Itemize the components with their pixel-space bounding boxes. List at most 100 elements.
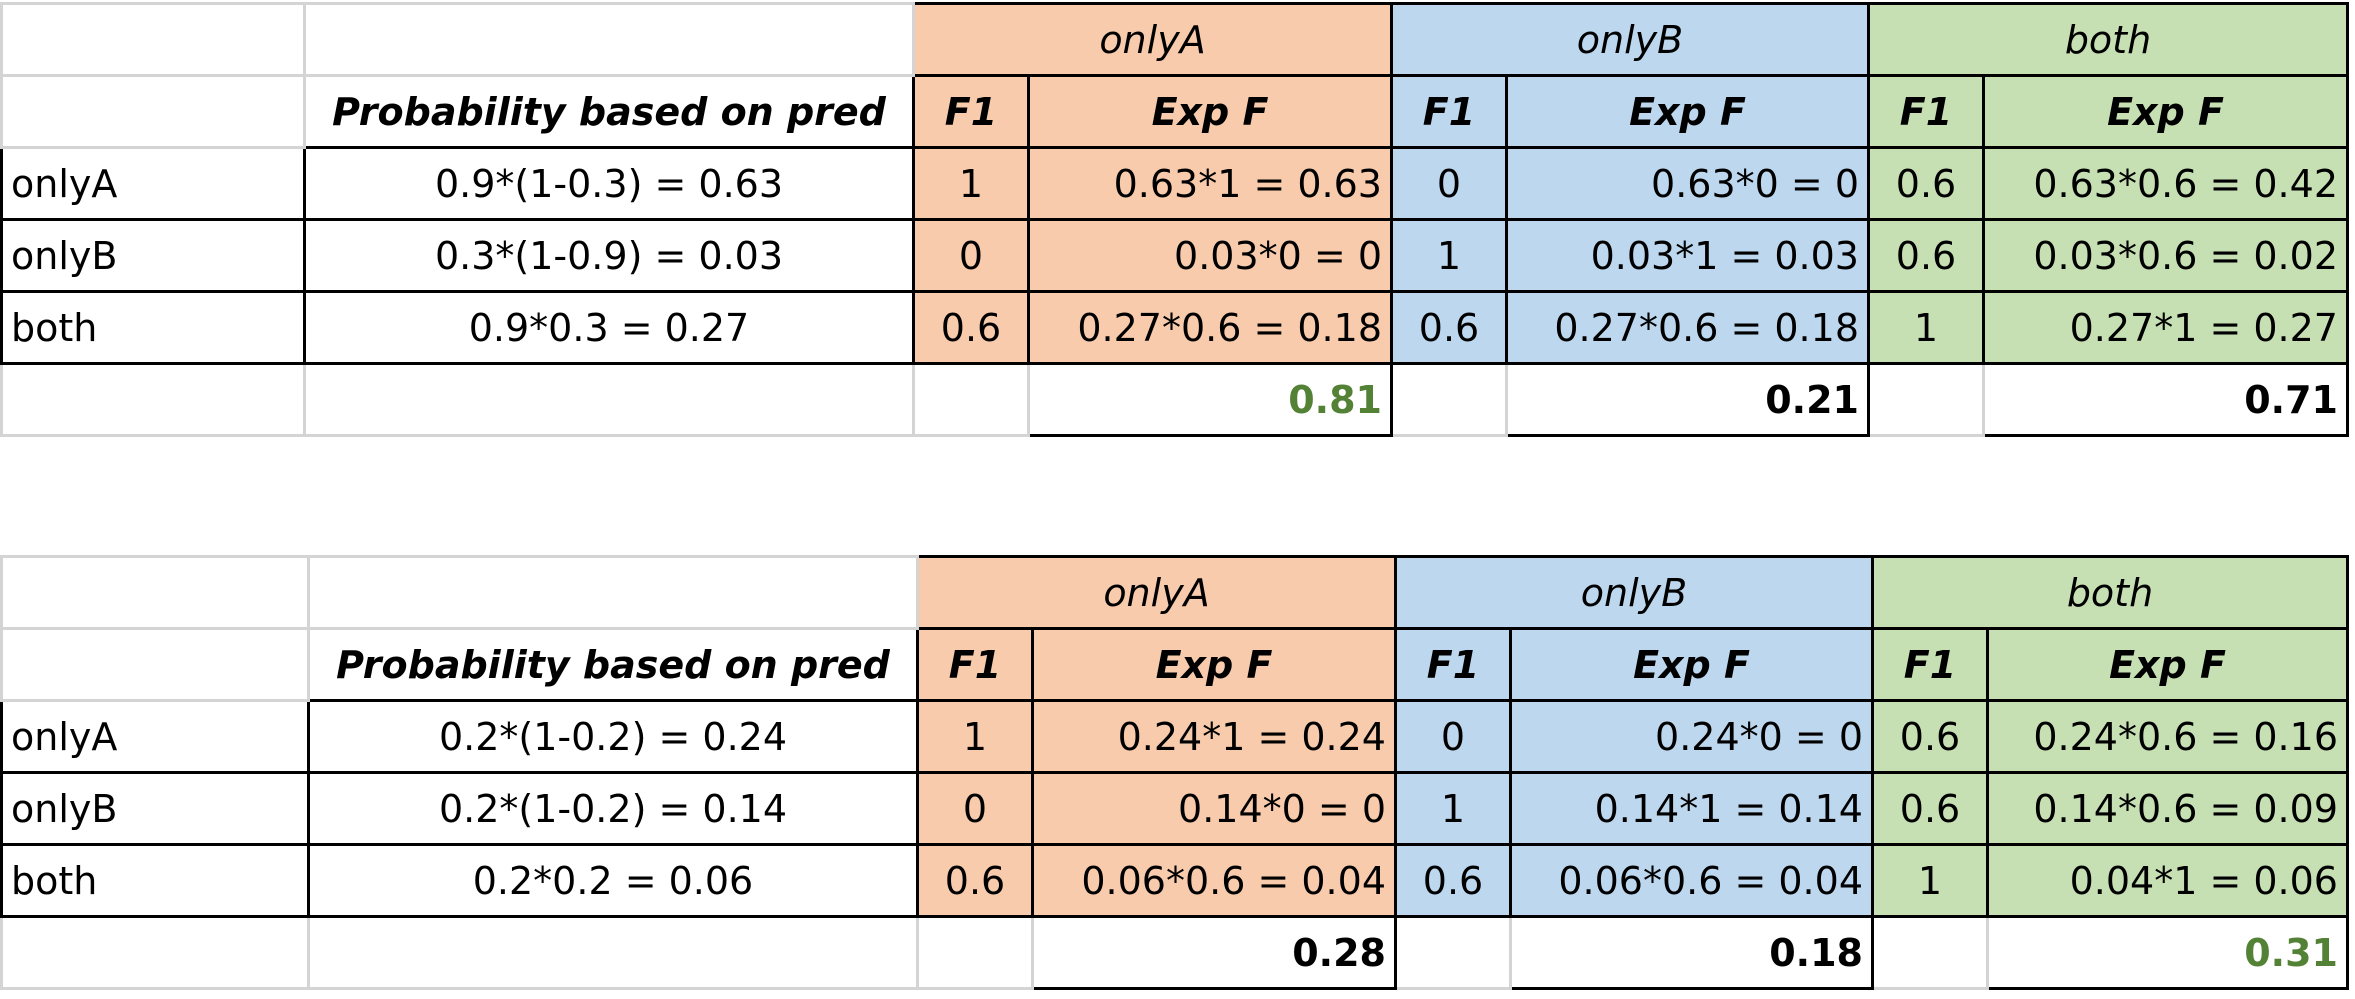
table-row: both 0.2*0.2 = 0.06 0.6 0.06*0.6 = 0.04 … xyxy=(0,843,2349,918)
f1-cell[interactable]: 0 xyxy=(912,218,1030,293)
f1-cell[interactable]: 1 xyxy=(916,699,1034,774)
f1-header-onlyA[interactable]: F1 xyxy=(916,627,1034,702)
f1-header-onlyB[interactable]: F1 xyxy=(1394,627,1512,702)
table-row: both 0.9*0.3 = 0.27 0.6 0.27*0.6 = 0.18 … xyxy=(0,290,2349,365)
f1-cell[interactable]: 1 xyxy=(1390,218,1508,293)
empty-cell[interactable] xyxy=(303,362,915,437)
expf-cell[interactable]: 0.14*1 = 0.14 xyxy=(1509,771,1874,846)
empty-cell[interactable] xyxy=(1390,362,1508,437)
f1-cell[interactable]: 0.6 xyxy=(1394,843,1512,918)
f1-cell[interactable]: 1 xyxy=(1871,843,1989,918)
empty-cell[interactable] xyxy=(0,555,310,630)
group-header-both[interactable]: both xyxy=(1871,555,2349,630)
expf-cell[interactable]: 0.14*0 = 0 xyxy=(1031,771,1397,846)
group-header-onlyA[interactable]: onlyA xyxy=(916,555,1397,630)
f1-cell[interactable]: 1 xyxy=(912,146,1030,221)
expf-header-both[interactable]: Exp F xyxy=(1982,74,2349,149)
empty-cell[interactable] xyxy=(916,915,1034,990)
table-row: onlyA 0.2*(1-0.2) = 0.24 1 0.24*1 = 0.24… xyxy=(0,699,2349,774)
table-row: onlyA 0.9*(1-0.3) = 0.63 1 0.63*1 = 0.63… xyxy=(0,146,2349,221)
f1-cell[interactable]: 0 xyxy=(1394,699,1512,774)
f1-cell[interactable]: 0 xyxy=(916,771,1034,846)
expf-cell[interactable]: 0.04*1 = 0.06 xyxy=(1986,843,2349,918)
expf-header-both[interactable]: Exp F xyxy=(1986,627,2349,702)
empty-cell[interactable] xyxy=(1867,362,1985,437)
expf-header-onlyA[interactable]: Exp F xyxy=(1031,627,1397,702)
prob-cell[interactable]: 0.2*(1-0.2) = 0.14 xyxy=(307,771,919,846)
row-label[interactable]: both xyxy=(0,290,306,365)
f1-header-onlyB[interactable]: F1 xyxy=(1390,74,1508,149)
f1-cell[interactable]: 0.6 xyxy=(1390,290,1508,365)
group-header-onlyB[interactable]: onlyB xyxy=(1390,2,1870,77)
f1-header-both[interactable]: F1 xyxy=(1871,627,1989,702)
f1-cell[interactable]: 0.6 xyxy=(912,290,1030,365)
group-header-onlyB[interactable]: onlyB xyxy=(1394,555,1874,630)
expf-header-onlyB[interactable]: Exp F xyxy=(1505,74,1870,149)
group-header-onlyA[interactable]: onlyA xyxy=(912,2,1393,77)
totals-row: 0.81 0.21 0.71 xyxy=(0,362,2349,437)
total-onlyA[interactable]: 0.28 xyxy=(1031,915,1397,990)
empty-cell[interactable] xyxy=(307,915,919,990)
row-label[interactable]: onlyB xyxy=(0,771,310,846)
expf-cell[interactable]: 0.63*1 = 0.63 xyxy=(1027,146,1393,221)
row-label[interactable]: onlyA xyxy=(0,146,306,221)
row-label[interactable]: onlyB xyxy=(0,218,306,293)
expf-cell[interactable]: 0.63*0 = 0 xyxy=(1505,146,1870,221)
expf-cell[interactable]: 0.03*1 = 0.03 xyxy=(1505,218,1870,293)
f1-cell[interactable]: 0.6 xyxy=(916,843,1034,918)
empty-cell[interactable] xyxy=(0,362,306,437)
prob-header[interactable]: Probability based on pred xyxy=(307,627,919,702)
f1-header-both[interactable]: F1 xyxy=(1867,74,1985,149)
expf-cell[interactable]: 0.63*0.6 = 0.42 xyxy=(1982,146,2349,221)
total-onlyB[interactable]: 0.21 xyxy=(1505,362,1870,437)
table-row: onlyB 0.2*(1-0.2) = 0.14 0 0.14*0 = 0 1 … xyxy=(0,771,2349,846)
f1-cell[interactable]: 0.6 xyxy=(1871,771,1989,846)
column-header-row: Probability based on pred F1 Exp F F1 Ex… xyxy=(0,74,2349,149)
empty-cell[interactable] xyxy=(0,74,306,149)
empty-cell[interactable] xyxy=(1394,915,1512,990)
total-both[interactable]: 0.31 xyxy=(1986,915,2349,990)
empty-cell[interactable] xyxy=(0,915,310,990)
f1-cell[interactable]: 1 xyxy=(1394,771,1512,846)
expf-cell[interactable]: 0.14*0.6 = 0.09 xyxy=(1986,771,2349,846)
prob-cell[interactable]: 0.2*0.2 = 0.06 xyxy=(307,843,919,918)
group-header-both[interactable]: both xyxy=(1867,2,2349,77)
empty-cell[interactable] xyxy=(0,2,306,77)
empty-cell[interactable] xyxy=(912,362,1030,437)
expf-cell[interactable]: 0.24*0 = 0 xyxy=(1509,699,1874,774)
prob-cell[interactable]: 0.3*(1-0.9) = 0.03 xyxy=(303,218,915,293)
row-label[interactable]: onlyA xyxy=(0,699,310,774)
row-label[interactable]: both xyxy=(0,843,310,918)
expf-header-onlyB[interactable]: Exp F xyxy=(1509,627,1874,702)
empty-cell[interactable] xyxy=(303,2,915,77)
empty-cell[interactable] xyxy=(307,555,919,630)
expf-cell[interactable]: 0.24*1 = 0.24 xyxy=(1031,699,1397,774)
column-header-row: Probability based on pred F1 Exp F F1 Ex… xyxy=(0,627,2349,702)
prob-cell[interactable]: 0.9*(1-0.3) = 0.63 xyxy=(303,146,915,221)
expf-cell[interactable]: 0.24*0.6 = 0.16 xyxy=(1986,699,2349,774)
expf-cell[interactable]: 0.03*0 = 0 xyxy=(1027,218,1393,293)
f1-cell[interactable]: 0.6 xyxy=(1867,146,1985,221)
expf-header-onlyA[interactable]: Exp F xyxy=(1027,74,1393,149)
total-onlyA[interactable]: 0.81 xyxy=(1027,362,1393,437)
table-row: onlyB 0.3*(1-0.9) = 0.03 0 0.03*0 = 0 1 … xyxy=(0,218,2349,293)
expf-cell[interactable]: 0.06*0.6 = 0.04 xyxy=(1509,843,1874,918)
expf-cell[interactable]: 0.27*0.6 = 0.18 xyxy=(1027,290,1393,365)
total-both[interactable]: 0.71 xyxy=(1982,362,2349,437)
prob-header[interactable]: Probability based on pred xyxy=(303,74,915,149)
spreadsheet-grid: onlyA onlyB both Probability based on pr… xyxy=(0,555,2349,990)
empty-cell[interactable] xyxy=(0,627,310,702)
f1-header-onlyA[interactable]: F1 xyxy=(912,74,1030,149)
total-onlyB[interactable]: 0.18 xyxy=(1509,915,1874,990)
empty-cell[interactable] xyxy=(1871,915,1989,990)
expf-cell[interactable]: 0.06*0.6 = 0.04 xyxy=(1031,843,1397,918)
expf-cell[interactable]: 0.27*1 = 0.27 xyxy=(1982,290,2349,365)
expf-cell[interactable]: 0.27*0.6 = 0.18 xyxy=(1505,290,1870,365)
f1-cell[interactable]: 1 xyxy=(1867,290,1985,365)
f1-cell[interactable]: 0 xyxy=(1390,146,1508,221)
prob-cell[interactable]: 0.2*(1-0.2) = 0.24 xyxy=(307,699,919,774)
f1-cell[interactable]: 0.6 xyxy=(1871,699,1989,774)
f1-cell[interactable]: 0.6 xyxy=(1867,218,1985,293)
prob-cell[interactable]: 0.9*0.3 = 0.27 xyxy=(303,290,915,365)
expf-cell[interactable]: 0.03*0.6 = 0.02 xyxy=(1982,218,2349,293)
